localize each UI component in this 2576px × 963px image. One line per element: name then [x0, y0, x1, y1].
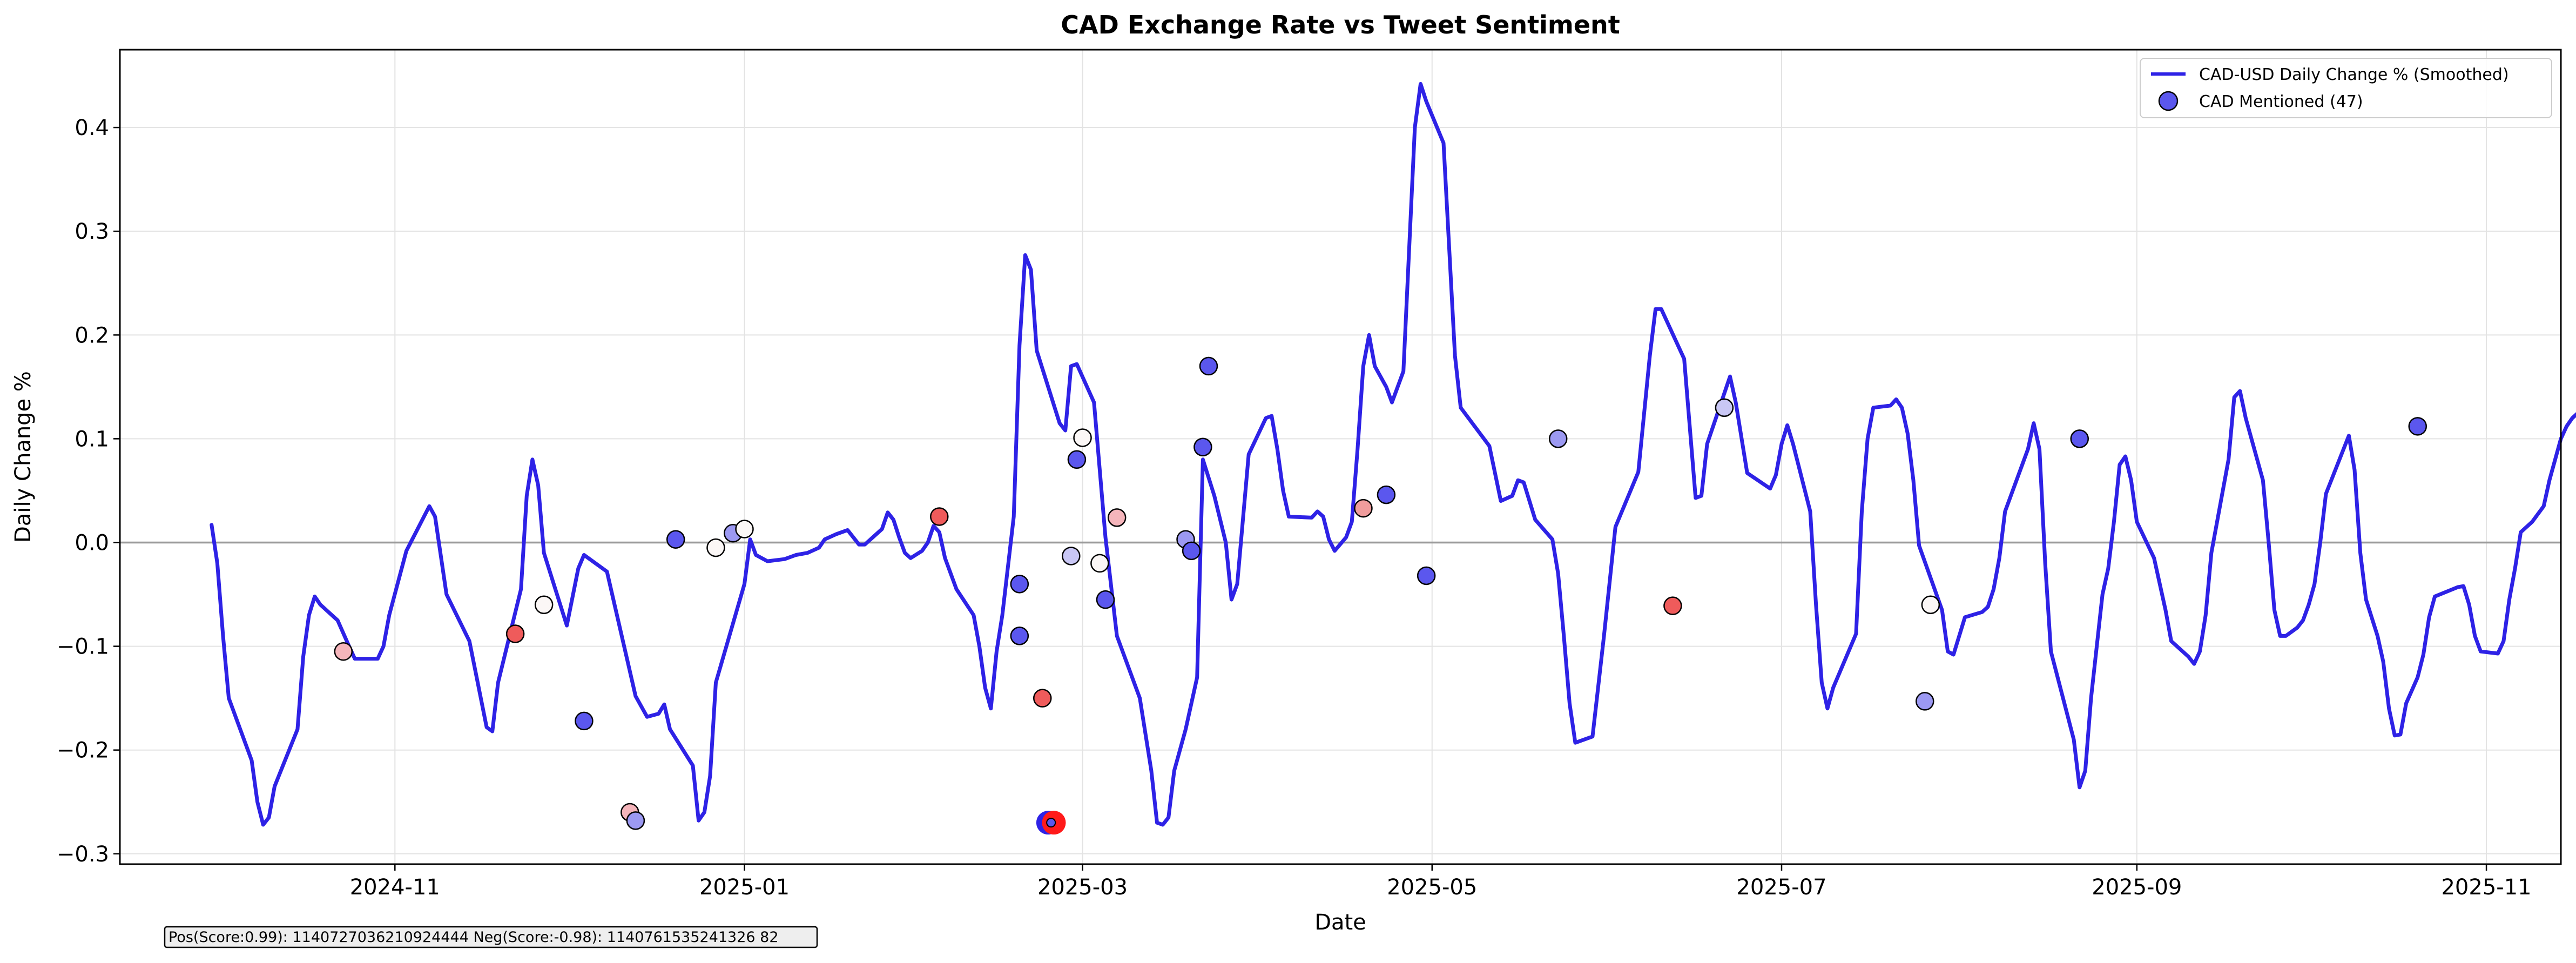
highlight-center-point [1046, 818, 1056, 828]
annotation-frame [164, 926, 818, 948]
y-tick-label: −0.1 [57, 635, 109, 659]
scatter-point [666, 530, 685, 549]
legend-box [2140, 58, 2552, 118]
scatter-point [735, 520, 754, 538]
scatter-point [1417, 566, 1436, 585]
scatter-point [1921, 595, 1940, 614]
y-tick-label: −0.2 [57, 738, 109, 763]
scatter-point [1010, 575, 1029, 594]
scatter-point [1033, 689, 1052, 708]
scatter-point [1090, 554, 1109, 573]
y-axis-label: Daily Change % [11, 371, 36, 543]
scatter-point [1107, 508, 1127, 527]
scatter-point [1010, 627, 1029, 645]
series-layer [210, 82, 2576, 827]
x-tick-label: 2025-07 [1736, 875, 1826, 900]
legend-marker-swatch [2158, 91, 2179, 111]
series-line [210, 82, 2576, 827]
scatter-point [1715, 398, 1734, 417]
y-tick-label: 0.2 [75, 323, 109, 348]
x-tick-label: 2025-05 [1387, 875, 1477, 900]
scatter-point [2070, 429, 2089, 448]
scatter-point [1663, 596, 1682, 615]
annotation-text: Pos(Score:0.99): 1140727036210924444 Neg… [168, 929, 779, 946]
x-tick-label: 2025-03 [1037, 875, 1128, 900]
scatter-point [1199, 356, 1218, 376]
scatter-point [505, 624, 525, 643]
scatter-point [534, 595, 554, 614]
annotation-box: Pos(Score:0.99): 1140727036210924444 Neg… [164, 926, 818, 948]
scatter-point [1377, 485, 1396, 504]
y-tick-label: 0.0 [75, 530, 109, 555]
scatter-point [575, 711, 594, 731]
legend-label-scatter: CAD Mentioned (47) [2199, 92, 2363, 111]
x-axis-label: Date [1314, 910, 1366, 935]
x-tick-label: 2025-11 [2441, 875, 2531, 900]
legend: CAD-USD Daily Change % (Smoothed) CAD Me… [2140, 58, 2552, 118]
scatter-point [706, 538, 725, 557]
scatter-point [1354, 499, 1373, 518]
scatter-point [2408, 417, 2427, 436]
scatter-point [1182, 541, 1201, 561]
x-tick-label: 2025-09 [2092, 875, 2182, 900]
scatter-point [334, 642, 353, 661]
scatter-point [1073, 428, 1092, 447]
chart-title: CAD Exchange Rate vs Tweet Sentiment [1061, 10, 1620, 39]
legend-label-line: CAD-USD Daily Change % (Smoothed) [2199, 65, 2509, 84]
scatter-point [1193, 437, 1212, 457]
scatter-point [1548, 429, 1568, 448]
x-tick-label: 2025-01 [699, 875, 790, 900]
axis-layer: 2024-11 2025-01 2025-03 2025-05 2025-07 2025-… [57, 116, 2532, 900]
y-tick-label: 0.4 [75, 116, 109, 140]
y-tick-label: −0.3 [57, 842, 109, 867]
scatter-point [930, 507, 949, 526]
x-tick-label: 2024-11 [350, 875, 440, 900]
scatter-point [1916, 692, 1934, 711]
points-layer [334, 356, 2427, 835]
scatter-point [626, 811, 645, 830]
scatter-point [1062, 547, 1081, 565]
scatter-point [1067, 450, 1087, 469]
scatter-point [1096, 590, 1115, 609]
y-tick-label: 0.1 [75, 427, 109, 452]
plot-frame [119, 49, 2562, 865]
y-tick-label: 0.3 [75, 219, 109, 244]
